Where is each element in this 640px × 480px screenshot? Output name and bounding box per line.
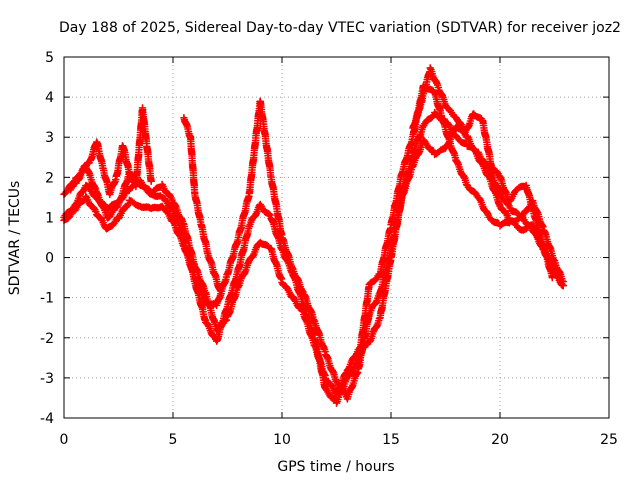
y-tick-label: 4 [45,90,54,106]
x-axis-title: GPS time / hours [277,459,394,475]
series-track-F [409,64,557,282]
y-tick-labels: -4 -3 -2 -1 0 1 2 3 4 5 [40,50,54,427]
x-tick-label: 5 [169,432,178,448]
y-tick-label: 2 [45,170,54,186]
series-track-E [180,114,225,298]
x-tick-label: 0 [60,432,69,448]
y-tick-label: -4 [40,411,54,427]
x-tick-label: 10 [273,432,291,448]
y-tick-label: -3 [40,371,54,387]
y-tick-label: 1 [45,210,54,226]
x-tick-label: 15 [382,432,400,448]
x-tick-label: 25 [600,432,618,448]
series-track-B [60,81,567,407]
y-axis-title: SDTVAR / TECUs [7,181,23,296]
x-tick-labels: 0 5 10 15 20 25 [60,432,618,448]
y-tick-label: -2 [40,331,54,347]
data-traces [60,64,567,407]
x-tick-label: 20 [491,432,509,448]
chart-title: Day 188 of 2025, Sidereal Day-to-day VTE… [59,20,621,36]
y-tick-label: -1 [40,291,54,307]
y-tick-label: 0 [45,251,54,267]
y-tick-label: 5 [45,50,54,66]
plot-frame [63,56,610,419]
series-track-D [66,104,155,199]
y-tick-label: 3 [45,130,54,146]
